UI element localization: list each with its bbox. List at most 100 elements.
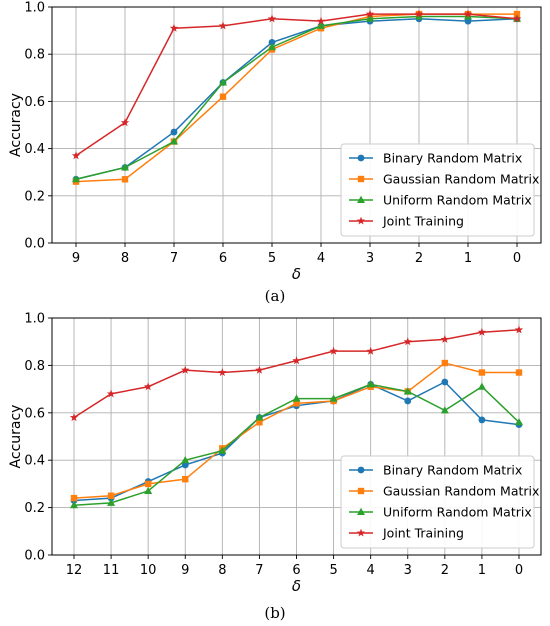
chart-b-point-3-2 <box>143 382 153 391</box>
chart-b-legend-marker-1 <box>357 487 365 495</box>
chart-b-point-3-3 <box>181 365 190 374</box>
chart-a-point-3-3 <box>218 21 228 30</box>
chart-b-point-2-6 <box>292 394 301 402</box>
chart-a-point-0-8 <box>464 17 472 25</box>
chart-b-legend-box <box>340 455 535 549</box>
chart-b-point-1-2 <box>144 480 152 488</box>
chart-a-legend-marker-3 <box>356 216 366 225</box>
chart-a-ytick-label-3: 0.6 <box>24 95 45 110</box>
chart-b-point-2-5 <box>255 413 264 421</box>
chart-a-ytick-label-5: 1.0 <box>24 1 45 16</box>
chart-b-point-2-0 <box>70 501 78 509</box>
chart-a-legend-marker-2 <box>357 195 365 203</box>
chart-b-point-2-12 <box>515 418 523 426</box>
chart-a-ytick-label-1: 0.2 <box>24 189 45 204</box>
chart-b-point-3-6 <box>292 356 301 365</box>
chart-a-point-3-2 <box>169 23 179 32</box>
chart-b-point-2-1 <box>107 498 116 506</box>
chart-b-point-2-4 <box>218 446 227 454</box>
caption-b: (b) <box>264 604 286 622</box>
chart-b-series-2 <box>70 380 523 509</box>
chart-a-series-line-2 <box>75 15 518 181</box>
chart-a-xtick-label-7: 2 <box>415 251 423 266</box>
chart-b-point-0-10 <box>441 378 449 386</box>
chart-a-xtick-label-9: 0 <box>513 251 521 266</box>
chart-a-xtick-label-5: 4 <box>317 251 325 266</box>
chart-b-ytick-label-1: 0.2 <box>24 501 45 516</box>
chart-a-xtick-label-2: 7 <box>170 251 178 266</box>
chart-b-point-3-4 <box>218 368 227 377</box>
chart-b-xtick-label-8: 4 <box>367 563 375 578</box>
chart-a-xtick-label-4: 5 <box>268 251 276 266</box>
chart-b-xtick-label-7: 5 <box>329 563 337 578</box>
chart-b-point-2-7 <box>329 394 338 402</box>
chart-b-point-3-10 <box>440 334 450 343</box>
chart-a-point-2-1 <box>121 163 129 171</box>
chart-b-point-2-10 <box>440 406 449 414</box>
chart-a-point-2-5 <box>317 21 325 29</box>
chart-b-xtick-label-3: 9 <box>181 563 189 578</box>
chart-a-series-line-0 <box>75 18 518 181</box>
chart-b-ytick-label-2: 0.4 <box>24 454 45 469</box>
chart-b-series-3 <box>69 325 524 422</box>
chart-a-ytick-label-0: 0.0 <box>24 237 45 252</box>
chart-a-legend-marker-1 <box>357 175 365 183</box>
chart-b-xtick-label-12: 0 <box>515 563 523 578</box>
chart-a-point-2-0 <box>72 175 80 183</box>
chart-b-point-1-5 <box>256 419 263 426</box>
chart-b: 12 11 10 9 8 7 6 5 4 3 2 1 00.00.20.40.60.81.0δAccur… <box>8 312 542 595</box>
chart-a-xtick-label-8: 1 <box>464 251 472 266</box>
chart-a-ytick-label-4: 0.8 <box>24 48 45 63</box>
chart-b-point-0-9 <box>404 397 412 405</box>
chart-b-ytick-label-5: 1.0 <box>24 312 45 327</box>
chart-b-point-0-3 <box>181 461 189 469</box>
chart-a-point-3-6 <box>365 9 375 18</box>
chart-a-series-3 <box>71 9 522 160</box>
chart-b-point-2-9 <box>403 387 412 395</box>
chart-b-point-1-3 <box>182 475 189 483</box>
chart-b-point-3-0 <box>69 413 79 422</box>
chart-a-point-2-2 <box>170 137 178 145</box>
chart-b-legend-marker-0 <box>357 466 365 474</box>
chart-b-point-3-5 <box>255 365 264 374</box>
chart-b-legend-label-2: Uniform Random Matrix <box>383 505 532 520</box>
chart-b-legend-label-0: Binary Random Matrix <box>383 463 522 478</box>
chart-b-xtick-label-11: 1 <box>478 563 486 578</box>
chart-a-legend-label-0: Binary Random Matrix <box>383 151 522 166</box>
chart-a-plot-frame <box>51 6 542 244</box>
chart-b-ylabel: Accuracy <box>8 405 24 469</box>
chart-a-point-0-4 <box>268 39 276 46</box>
chart-b-point-1-10 <box>441 359 449 367</box>
chart-a-point-0-2 <box>170 128 178 136</box>
chart-b-legend-label-1: Gaussian Random Matrix <box>383 484 539 499</box>
chart-a: 9 8 7 6 5 4 3 2 1 0 0.0 0.2 0.4 0.6 0.8 1.0 δ Accuracy Bin… <box>8 1 542 283</box>
chart-a-ytick-label-2: 0.4 <box>24 142 45 157</box>
chart-a-point-2-4 <box>268 42 276 51</box>
chart-a-xtick-label-6: 3 <box>366 251 374 266</box>
chart-a-point-3-0 <box>71 151 81 160</box>
chart-b-ytick-label-3: 0.6 <box>24 406 45 421</box>
chart-b-point-1-1 <box>107 492 115 499</box>
chart-b-plot-frame <box>51 317 542 556</box>
chart-b-point-3-8 <box>366 346 375 355</box>
chart-b-point-0-11 <box>478 416 486 424</box>
chart-a-legend-marker-0 <box>357 154 365 162</box>
chart-b-ytick-label-4: 0.8 <box>24 359 45 374</box>
caption-a: (a) <box>264 287 286 305</box>
chart-a-xlabel: δ <box>292 265 301 283</box>
chart-a-legend-label-1: Gaussian Random Matrix <box>383 172 539 187</box>
chart-a-xtick-label-1: 8 <box>121 251 129 266</box>
chart-b-point-2-11 <box>477 382 486 390</box>
chart-b-point-2-2 <box>144 486 153 495</box>
chart-b-xtick-label-5: 7 <box>255 563 263 578</box>
chart-a-point-1-1 <box>121 176 129 183</box>
chart-b-point-1-11 <box>478 369 486 376</box>
chart-a-xtick-label-3: 6 <box>219 251 227 266</box>
chart-a-point-3-7 <box>414 9 424 18</box>
chart-b-xtick-label-10: 2 <box>441 563 449 578</box>
chart-b-xtick-label-0: 12 <box>66 563 83 578</box>
chart-b-xtick-label-1: 11 <box>103 563 120 578</box>
chart-b-xtick-label-2: 10 <box>140 563 157 578</box>
chart-a-point-3-1 <box>120 118 130 127</box>
